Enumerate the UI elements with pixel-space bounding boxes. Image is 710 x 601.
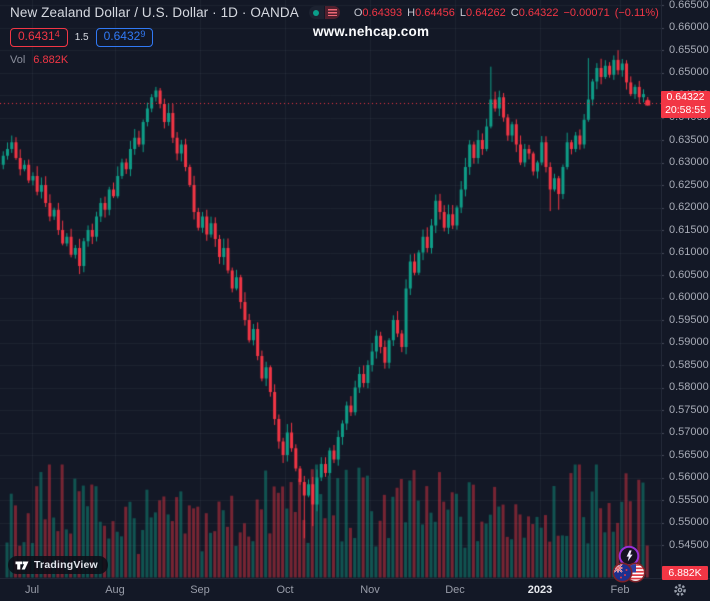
price-axis-label: 0.58500: [669, 358, 709, 371]
watermark: www.nehcap.com: [312, 24, 430, 39]
price-axis-label: 0.65000: [669, 66, 709, 78]
price-axis-label: 0.55500: [669, 493, 709, 506]
time-axis-label: Dec: [445, 584, 465, 596]
price-axis-label: 0.59000: [669, 336, 709, 348]
price-axis-label: 0.54500: [669, 538, 709, 551]
price-axis-label: 0.56500: [669, 448, 709, 461]
symbol-title[interactable]: New Zealand Dollar / U.S. Dollar · 1D · …: [10, 5, 299, 20]
currency-pair-flags-icon: [612, 562, 646, 583]
time-axis-label: Jul: [24, 584, 40, 596]
ohlc-values: O0.64393 H0.64456 L0.64262 C0.64322 −0.0…: [353, 6, 659, 19]
price-axis-label: 0.56000: [669, 471, 709, 483]
market-open-dot-icon: [313, 9, 320, 16]
menu-lines-icon: [327, 9, 337, 16]
price-axis-label: 0.63000: [669, 156, 709, 168]
time-axis-label: Aug: [105, 584, 125, 596]
price-axis-label: 0.60000: [669, 291, 709, 303]
price-axis-label: 0.59500: [669, 313, 709, 326]
volume-axis-tag: 6.882K: [662, 566, 708, 580]
chart-header: New Zealand Dollar / U.S. Dollar · 1D · …: [10, 5, 659, 66]
price-axis-label: 0.65500: [669, 43, 709, 56]
change-value: −0.00071: [563, 6, 610, 19]
price-axis-label: 0.57500: [669, 403, 709, 416]
price-axis-label: 0.63500: [669, 133, 709, 146]
time-axis-label: Nov: [360, 584, 380, 596]
buy-ask-button[interactable]: 0.64329: [95, 28, 154, 47]
price-axis-label: 0.57000: [669, 426, 709, 438]
price-axis-label: 0.66500: [669, 0, 709, 11]
spread-value: 1.5: [74, 32, 89, 43]
tradingview-mark-icon: [15, 561, 29, 569]
price-axis-label: 0.55000: [669, 516, 709, 528]
time-axis-label: 2023: [527, 584, 553, 596]
price-axis-label: 0.61500: [669, 223, 709, 236]
price-axis-label: 0.58000: [669, 381, 709, 393]
price-axis-label: 0.66000: [669, 21, 709, 33]
time-axis-label: Sep: [190, 584, 210, 596]
tradingview-logo-text: TradingView: [34, 559, 98, 571]
current-price-value: 0.64322: [666, 91, 705, 103]
bar-countdown: 20:58:55: [665, 104, 706, 116]
current-price-tag: 0.64322 20:58:55: [661, 91, 710, 118]
time-axis-label: Feb: [610, 584, 630, 596]
volume-indicator: Vol 6.882K: [10, 54, 69, 66]
sell-bid-button[interactable]: 0.64314: [10, 28, 68, 47]
price-axis-label: 0.60500: [669, 268, 709, 281]
gear-icon[interactable]: [672, 582, 688, 598]
time-axis-label: Oct: [276, 584, 294, 596]
market-status-toggle[interactable]: [308, 6, 340, 19]
time-scale[interactable]: Jul Aug Sep Oct Nov Dec 2023 Feb: [0, 578, 710, 601]
tradingview-logo[interactable]: TradingView: [8, 556, 108, 574]
price-axis-label: 0.62500: [669, 178, 709, 191]
change-percent: (−0.11%): [614, 6, 659, 19]
price-axis-label: 0.62000: [669, 201, 709, 213]
price-scale[interactable]: 0.665000.660000.655000.650000.645000.640…: [661, 0, 710, 578]
price-axis-label: 0.61000: [669, 246, 709, 258]
